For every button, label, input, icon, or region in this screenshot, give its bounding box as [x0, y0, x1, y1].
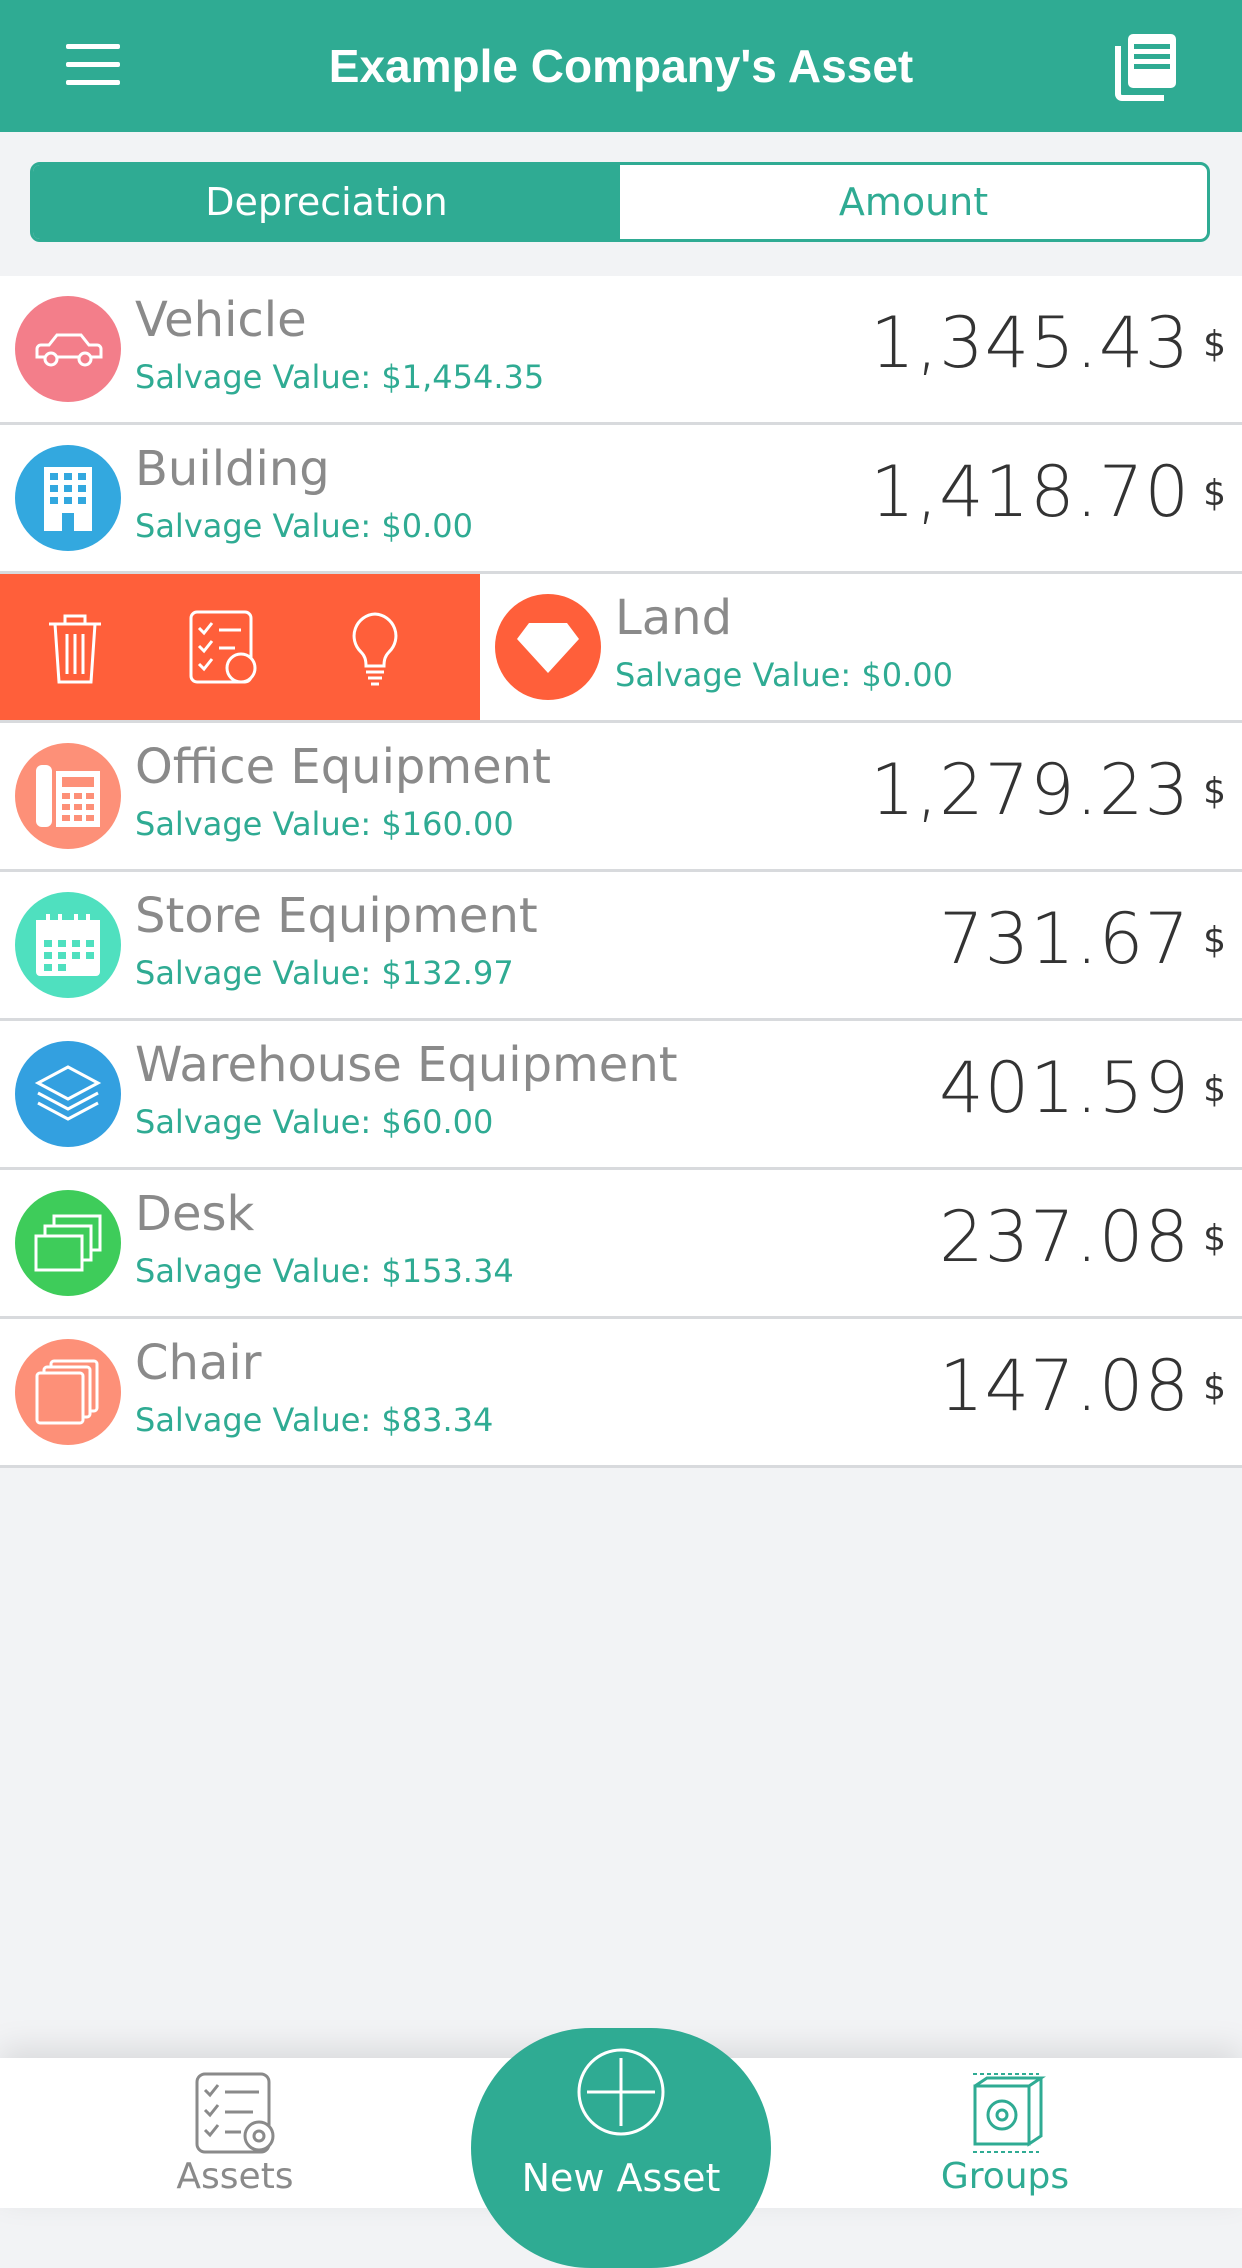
asset-salvage-value: Salvage Value: $160.00 — [135, 805, 514, 843]
asset-salvage-value: Salvage Value: $60.00 — [135, 1103, 494, 1141]
stacked-squares-icon — [15, 1339, 121, 1445]
trash-icon[interactable] — [35, 608, 115, 688]
app-header: Example Company's Asset — [0, 0, 1242, 132]
asset-name: Chair — [135, 1335, 262, 1391]
new-asset-label: New Asset — [521, 2156, 721, 2200]
asset-row-building[interactable]: Building Salvage Value: $0.00 1,418.70 $ — [0, 425, 1242, 574]
asset-row-desk[interactable]: Desk Salvage Value: $153.34 237.08 $ — [0, 1170, 1242, 1319]
asset-name: Vehicle — [135, 292, 307, 348]
asset-amount: 1,418.70 — [870, 451, 1190, 533]
hamburger-menu-icon[interactable] — [62, 38, 132, 94]
asset-amount: 1,279.23 — [870, 749, 1190, 831]
lightbulb-icon[interactable] — [335, 608, 415, 688]
layers-icon — [15, 1041, 121, 1147]
tab-assets-label: Assets — [176, 2156, 294, 2197]
tab-groups[interactable]: Groups — [855, 2058, 1155, 2208]
car-icon — [15, 296, 121, 402]
tab-amount[interactable]: Amount — [838, 180, 989, 224]
asset-name: Store Equipment — [135, 888, 538, 944]
asset-amount: 731.67 — [939, 898, 1190, 980]
checklist-gear-icon — [193, 2070, 279, 2160]
swipe-actions — [0, 574, 480, 720]
stacked-windows-icon — [15, 1190, 121, 1296]
asset-row-office-equipment[interactable]: Office Equipment Salvage Value: $160.00 … — [0, 723, 1242, 872]
asset-salvage-value: Salvage Value: $0.00 — [135, 507, 473, 545]
currency-symbol: $ — [1203, 1069, 1226, 1110]
asset-row-chair[interactable]: Chair Salvage Value: $83.34 147.08 $ — [0, 1319, 1242, 1468]
currency-symbol: $ — [1203, 771, 1226, 812]
box-gear-icon — [963, 2070, 1049, 2160]
diamond-icon — [495, 594, 601, 700]
currency-symbol: $ — [1203, 920, 1226, 961]
add-circle-icon — [575, 2046, 667, 2142]
currency-symbol: $ — [1203, 1367, 1226, 1408]
new-asset-button[interactable]: New Asset — [471, 2028, 771, 2268]
asset-amount: 1,345.43 — [870, 302, 1190, 384]
building-icon — [15, 445, 121, 551]
asset-amount: 237.08 — [939, 1196, 1190, 1278]
asset-name: Building — [135, 441, 330, 497]
currency-symbol: $ — [1203, 473, 1226, 514]
asset-salvage-value: Salvage Value: $1,454.35 — [135, 358, 545, 396]
asset-name: Desk — [135, 1186, 255, 1242]
asset-row-store-equipment[interactable]: Store Equipment Salvage Value: $132.97 7… — [0, 872, 1242, 1021]
tab-groups-label: Groups — [940, 2156, 1070, 2197]
asset-name: Office Equipment — [135, 739, 551, 795]
asset-row-land[interactable]: Land Salvage Value: $0.00 — [0, 574, 1242, 723]
asset-name: Land — [615, 590, 733, 646]
asset-salvage-value: Salvage Value: $0.00 — [615, 656, 953, 694]
tab-assets[interactable]: Assets — [85, 2058, 385, 2208]
report-document-icon[interactable] — [1110, 30, 1182, 102]
land-row-content[interactable]: Land Salvage Value: $0.00 — [480, 574, 1242, 720]
asset-salvage-value: Salvage Value: $132.97 — [135, 954, 514, 992]
view-segmented-control: Depreciation Amount — [30, 162, 1210, 242]
tab-depreciation[interactable]: Depreciation — [33, 165, 620, 239]
asset-salvage-value: Salvage Value: $153.34 — [135, 1252, 514, 1290]
asset-amount: 147.08 — [939, 1345, 1190, 1427]
asset-list: Vehicle Salvage Value: $1,454.35 1,345.4… — [0, 276, 1242, 1468]
currency-symbol: $ — [1203, 1218, 1226, 1259]
asset-row-vehicle[interactable]: Vehicle Salvage Value: $1,454.35 1,345.4… — [0, 276, 1242, 425]
asset-salvage-value: Salvage Value: $83.34 — [135, 1401, 494, 1439]
page-title: Example Company's Asset — [328, 40, 914, 92]
calendar-icon — [15, 892, 121, 998]
asset-name: Warehouse Equipment — [135, 1037, 678, 1093]
asset-amount: 401.59 — [939, 1047, 1190, 1129]
checklist-refresh-icon[interactable] — [185, 608, 265, 688]
asset-row-warehouse-equipment[interactable]: Warehouse Equipment Salvage Value: $60.0… — [0, 1021, 1242, 1170]
currency-symbol: $ — [1203, 324, 1226, 365]
telephone-icon — [15, 743, 121, 849]
